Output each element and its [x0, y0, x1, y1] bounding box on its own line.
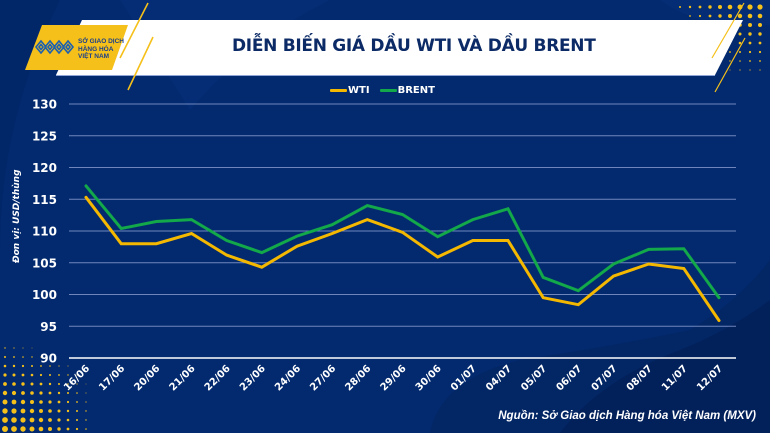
y-tick-label: 100: [32, 288, 57, 302]
logo-line-3: VIỆT NAM: [78, 53, 110, 60]
y-tick-label: 90: [40, 352, 57, 366]
legend-label-wti: WTI: [348, 84, 370, 96]
logo-text: SỞ GIAO DỊCH HÀNG HÓA VIỆT NAM: [78, 38, 148, 61]
legend-swatch-brent: [379, 88, 397, 92]
x-tick-label: 24/06: [273, 363, 303, 393]
chart-legend: WTI BRENT: [330, 83, 435, 97]
x-tick-label: 11/07: [660, 363, 690, 393]
x-tick-label: 07/07: [590, 363, 620, 393]
x-tick-label: 05/07: [519, 363, 549, 393]
y-tick-label: 110: [32, 225, 57, 239]
accent-line: [714, 37, 746, 93]
source-note: Nguồn: Sở Giao dịch Hàng hóa Việt Nam (M…: [498, 410, 756, 422]
x-tick-label: 27/06: [308, 363, 338, 393]
accent-line: [127, 36, 154, 91]
legend-item-wti: WTI: [330, 85, 370, 96]
gridlines: [69, 103, 736, 359]
y-tick-labels: 130 125 120 115 110 105 100 95 90: [32, 98, 57, 366]
x-tick-label: 08/07: [625, 363, 655, 393]
accent-line: [119, 2, 149, 59]
legend-label-brent: BRENT: [397, 84, 435, 96]
y-tick-label: 105: [32, 256, 57, 270]
x-tick-label: 23/06: [238, 363, 268, 393]
x-tick-label: 20/06: [132, 363, 162, 393]
chart-title: DIỄN BIẾN GIÁ DẦU WTI VÀ DẦU BRENT: [232, 36, 596, 56]
y-tick-label: 115: [32, 193, 57, 207]
y-tick-label: 120: [32, 161, 57, 175]
x-tick-label: 04/07: [484, 363, 514, 393]
title-band: [56, 20, 743, 75]
legend-swatch-wti: [330, 88, 347, 92]
y-tick-label: 95: [40, 320, 57, 334]
x-tick-label: 17/06: [97, 363, 127, 393]
series-line-brent: [84, 184, 721, 300]
accent-line: [711, 2, 745, 59]
y-tick-label: 125: [32, 129, 57, 143]
x-tick-labels: 16/06 17/06 20/06 21/06 22/06 23/06 24/06 27/06…: [62, 363, 725, 393]
x-tick-label: 22/06: [203, 363, 233, 393]
x-tick-label: 21/06: [168, 363, 198, 393]
logo-plate: [25, 25, 128, 70]
logo-mark-icon: [35, 39, 75, 55]
x-tick-label: 30/06: [414, 363, 444, 393]
x-tick-label: 06/07: [554, 363, 584, 393]
x-tick-label: 12/07: [695, 363, 725, 393]
x-tick-label: 28/06: [343, 363, 373, 393]
x-tick-label: 29/06: [379, 363, 409, 393]
halftone-dots-bottom-left: [2, 347, 87, 432]
x-tick-label: 16/06: [62, 363, 92, 393]
logo-line-2: HÀNG HÓA: [78, 45, 114, 53]
y-tick-label: 130: [32, 98, 57, 112]
series-lines: [84, 184, 721, 322]
logo-line-1: SỞ GIAO DỊCH: [78, 38, 124, 45]
x-tick-label: 01/07: [449, 363, 479, 393]
legend-item-brent: BRENT: [379, 84, 435, 96]
halftone-dots-top-right: [679, 4, 763, 71]
